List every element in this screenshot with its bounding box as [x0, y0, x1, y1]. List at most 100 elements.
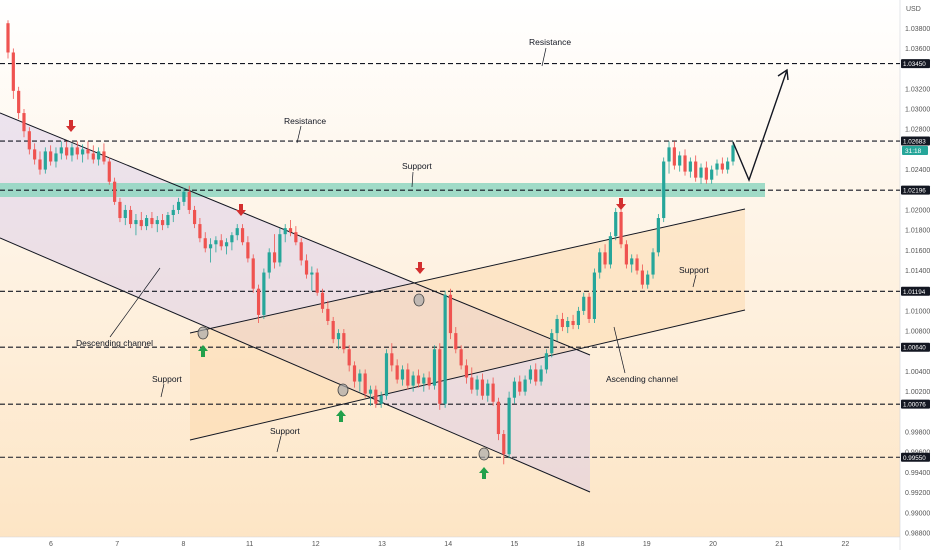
annotation-resistance-top: Resistance	[529, 37, 571, 47]
candle	[454, 327, 458, 354]
candle	[491, 377, 495, 406]
candle	[49, 145, 53, 166]
candle	[33, 143, 37, 165]
candle	[155, 216, 159, 233]
candle	[59, 141, 63, 160]
candle	[320, 288, 325, 313]
candle	[411, 371, 415, 392]
level-price-label: 1.01194	[903, 289, 926, 296]
level-price-tag	[901, 286, 930, 296]
y-tick-label: 0.99200	[905, 490, 930, 497]
candle	[278, 228, 282, 267]
candle	[347, 345, 351, 372]
level-price-tag	[901, 452, 930, 462]
y-tick-label: 1.01800	[905, 228, 930, 235]
candle	[470, 367, 474, 394]
candle	[480, 373, 485, 400]
x-tick-label: 8	[181, 541, 185, 548]
candle	[342, 329, 346, 354]
candle	[160, 213, 165, 231]
down-arrow-icon	[616, 198, 626, 210]
x-tick-label: 15	[511, 541, 519, 548]
candle	[598, 248, 602, 279]
y-tick-label: 1.01400	[905, 268, 930, 275]
currency-label: USD	[906, 6, 921, 13]
y-tick-label: 1.03600	[905, 46, 930, 53]
candle	[358, 369, 362, 392]
candle	[198, 218, 202, 243]
countdown-label: 31:18	[905, 148, 922, 155]
candle	[582, 292, 586, 315]
leader-line	[276, 435, 282, 453]
annotations: Resistance Resistance Support Descending…	[76, 37, 709, 436]
candle	[267, 248, 271, 279]
candle	[571, 314, 575, 330]
x-tick-label: 19	[643, 541, 651, 548]
candle	[662, 157, 666, 223]
candle	[464, 359, 469, 384]
y-tick-label: 1.03800	[905, 26, 930, 33]
leader-line	[411, 171, 414, 188]
leader-line	[160, 383, 165, 398]
candle	[86, 141, 90, 160]
candle	[635, 254, 639, 275]
candle	[256, 284, 261, 324]
candle	[326, 300, 330, 326]
leader-line	[541, 47, 547, 67]
candle	[11, 48, 15, 99]
y-tick-label: 1.02400	[905, 167, 930, 174]
touch-marker	[478, 447, 490, 461]
candle	[640, 264, 644, 289]
annotation-ascending-channel: Ascending channel	[606, 374, 678, 384]
candle	[139, 211, 143, 231]
candle	[406, 363, 410, 390]
candle	[54, 147, 58, 168]
candle	[75, 141, 79, 160]
level-price-label: 1.03450	[903, 61, 926, 68]
candle	[587, 292, 591, 324]
level-price-label: 1.02196	[903, 188, 926, 195]
candle	[235, 224, 239, 241]
candle	[38, 151, 42, 175]
level-price-tag	[901, 136, 930, 146]
annotation-support-left: Support	[152, 374, 182, 384]
candle	[528, 365, 533, 384]
candle	[214, 236, 218, 253]
candle	[507, 391, 511, 459]
candle	[166, 211, 170, 229]
candle	[534, 363, 538, 386]
candle	[192, 205, 197, 229]
candle	[672, 141, 676, 170]
candle	[299, 238, 303, 266]
candle	[416, 369, 421, 388]
candle	[448, 288, 453, 340]
candle	[576, 306, 581, 330]
leader-line	[296, 125, 302, 144]
level-price-label: 1.02683	[903, 139, 926, 146]
candle	[113, 177, 117, 205]
candle	[97, 147, 101, 166]
candle	[390, 343, 394, 372]
x-tick-label: 22	[842, 541, 850, 548]
annotation-descending-channel: Descending channel	[76, 338, 153, 348]
candle	[331, 316, 335, 344]
up-arrow-icon	[479, 467, 489, 479]
candle	[523, 375, 527, 396]
candle	[283, 224, 287, 243]
level-price-label: 1.00640	[903, 345, 926, 352]
x-tick-label: 12	[312, 541, 320, 548]
candle	[203, 232, 207, 253]
candle	[726, 157, 730, 174]
candle	[624, 240, 628, 269]
level-price-tag	[901, 342, 930, 352]
candle	[683, 149, 687, 176]
candle	[427, 371, 431, 390]
leader-line	[613, 326, 626, 374]
candle	[544, 349, 549, 374]
touch-marker	[197, 326, 209, 340]
time-axis-background	[0, 537, 932, 550]
candle	[70, 143, 74, 162]
candle	[262, 268, 266, 319]
candle	[176, 197, 181, 214]
candle	[43, 147, 47, 174]
